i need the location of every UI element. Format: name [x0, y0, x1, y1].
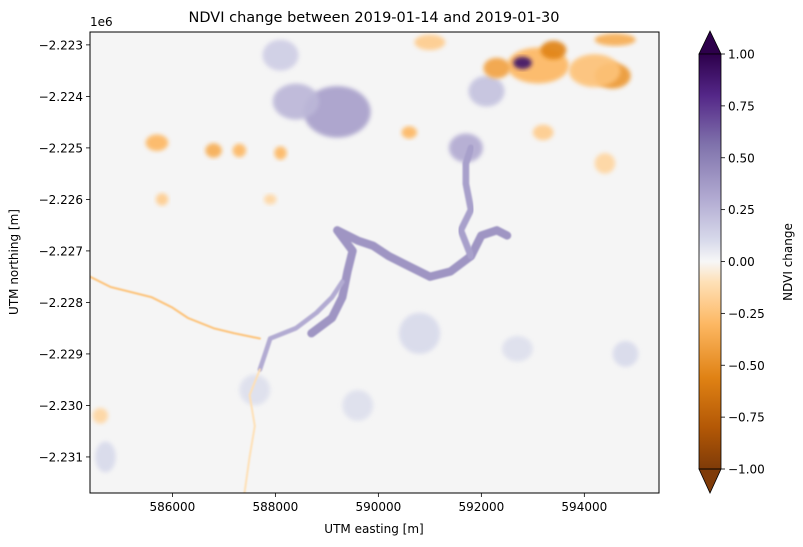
x-tick-label: 590000 [355, 500, 401, 514]
heatmap-patch [274, 146, 287, 160]
heatmap-patch [398, 312, 441, 354]
heatmap-channel [457, 144, 475, 260]
heatmap-channel [257, 279, 345, 372]
y-tick-label: −2.229 [39, 347, 83, 361]
heatmap-patch [540, 40, 567, 60]
y-tick-label: −2.230 [39, 399, 83, 413]
colorbar-tick-label: 0.50 [728, 151, 755, 165]
heatmap-patch [272, 83, 320, 120]
y-tick-label: −2.226 [39, 193, 83, 207]
y-axis-label: UTM northing [m] [7, 209, 21, 315]
heatmap-patch [501, 335, 533, 362]
colorbar-tick-label: −1.00 [728, 463, 765, 477]
colorbar-tick-label: −0.50 [728, 359, 765, 373]
colorbar-extend-top [698, 30, 722, 55]
y-tick-label: −2.224 [39, 90, 83, 104]
heatmap-channel [90, 275, 261, 340]
colorbar-extend-bottom [698, 468, 722, 494]
colorbar-tick-label: 0.00 [728, 255, 755, 269]
x-tick-label: 594000 [561, 500, 607, 514]
heatmap-patch [264, 194, 277, 205]
y-tick-label: −2.228 [39, 296, 83, 310]
colorbar-tick-label: 0.25 [728, 203, 755, 217]
y-tick-label: −2.227 [39, 244, 83, 258]
heatmap-patch [532, 124, 554, 141]
heatmap-patch [513, 56, 532, 70]
heatmap-patch [448, 133, 483, 163]
heatmap-patch [594, 33, 636, 46]
heatmap-channel [307, 226, 512, 338]
colorbar: 1.00 0.75 0.50 0.25 0.00 −0.25 −0.50 −0.75 −1.00… [698, 30, 795, 494]
heatmap-patch [303, 86, 371, 138]
heatmap-patch [342, 389, 374, 421]
heatmap-patch [612, 341, 639, 367]
heatmap-layer [90, 33, 639, 493]
heatmap-patch [468, 75, 505, 107]
heatmap-patch [92, 408, 109, 424]
chart-title: NDVI change between 2019-01-14 and 2019-… [189, 10, 560, 26]
heatmap-patch [594, 153, 616, 174]
x-tick-label: 592000 [458, 500, 504, 514]
x-tick-label: 586000 [149, 500, 195, 514]
colorbar-label: NDVI change [781, 223, 795, 301]
heatmap-patch [483, 57, 511, 79]
heatmap-patch [232, 143, 247, 158]
x-axis: 586000 588000 590000 592000 594000 [149, 493, 607, 514]
colorbar-bar [699, 54, 721, 469]
heatmap-patch [95, 441, 116, 473]
heatmap-patch [205, 143, 222, 158]
colorbar-ticks: 1.00 0.75 0.50 0.25 0.00 −0.25 −0.50 −0.75 −1.00 [721, 48, 765, 477]
colorbar-tick-label: 0.75 [728, 99, 755, 113]
plot-frame [89, 31, 660, 494]
y-axis: −2.223 −2.224 −2.225 −2.226 −2.227 −2.228 −2.2… [39, 38, 90, 464]
colorbar-tick-label: −0.25 [728, 307, 765, 321]
y-tick-label: −2.231 [39, 450, 83, 464]
colorbar-tick-label: 1.00 [728, 48, 755, 62]
y-tick-label: −2.225 [39, 141, 83, 155]
x-axis-label: UTM easting [m] [324, 522, 423, 536]
plot-area [89, 31, 660, 494]
y-tick-label: −2.223 [39, 38, 83, 52]
heatmap-patch [262, 39, 299, 71]
y-offset-label: 1e6 [90, 15, 113, 29]
heatmap-patch [155, 193, 169, 206]
x-tick-label: 588000 [252, 500, 298, 514]
heatmap-patch [401, 126, 417, 139]
heatmap-patch [145, 134, 169, 151]
colorbar-tick-label: −0.75 [728, 411, 765, 425]
heatmap-patch [568, 54, 621, 88]
plot-background [90, 32, 659, 493]
heatmap-channel [243, 368, 261, 493]
heatmap-patch [414, 34, 446, 51]
heatmap-patch [239, 374, 271, 406]
